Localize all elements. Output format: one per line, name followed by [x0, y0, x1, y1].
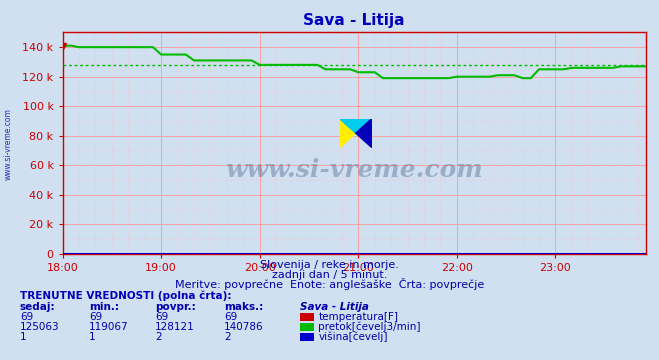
Text: 128121: 128121 [155, 322, 194, 332]
Text: pretok[čevelj3/min]: pretok[čevelj3/min] [318, 321, 421, 332]
Text: 69: 69 [155, 312, 168, 322]
Text: 69: 69 [89, 312, 102, 322]
Text: sedaj:: sedaj: [20, 302, 55, 312]
Text: min.:: min.: [89, 302, 119, 312]
Text: 119067: 119067 [89, 322, 129, 332]
Text: maks.:: maks.: [224, 302, 264, 312]
Title: Sava - Litija: Sava - Litija [303, 13, 405, 28]
Text: Slovenija / reke in morje.: Slovenija / reke in morje. [260, 260, 399, 270]
Text: 69: 69 [224, 312, 237, 322]
Text: višina[čevelj]: višina[čevelj] [318, 331, 387, 342]
Text: 125063: 125063 [20, 322, 59, 332]
Text: povpr.:: povpr.: [155, 302, 196, 312]
Text: 2: 2 [224, 332, 231, 342]
Text: 1: 1 [89, 332, 96, 342]
Polygon shape [339, 119, 356, 148]
Text: www.si-vreme.com: www.si-vreme.com [225, 158, 483, 182]
Text: 69: 69 [20, 312, 33, 322]
Text: 140786: 140786 [224, 322, 264, 332]
Text: 2: 2 [155, 332, 161, 342]
Text: temperatura[F]: temperatura[F] [318, 312, 398, 322]
Text: www.si-vreme.com: www.si-vreme.com [3, 108, 13, 180]
Text: Meritve: povprečne  Enote: anglešaške  Črta: povprečje: Meritve: povprečne Enote: anglešaške Črt… [175, 278, 484, 290]
Polygon shape [339, 119, 372, 133]
Text: Sava - Litija: Sava - Litija [300, 302, 369, 312]
Text: 1: 1 [20, 332, 26, 342]
Text: zadnji dan / 5 minut.: zadnji dan / 5 minut. [272, 270, 387, 280]
Polygon shape [356, 119, 372, 148]
Text: TRENUTNE VREDNOSTI (polna črta):: TRENUTNE VREDNOSTI (polna črta): [20, 290, 231, 301]
